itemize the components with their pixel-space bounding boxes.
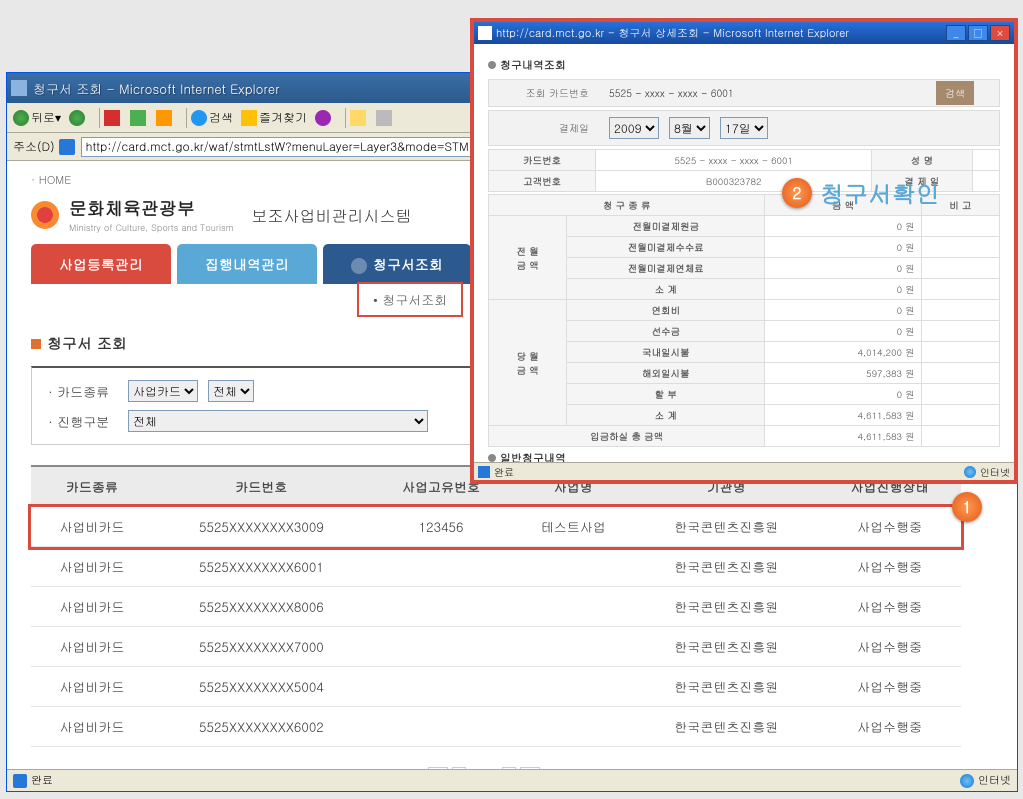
table-row[interactable]: 사업비카드5525XXXXXXXX7000한국콘텐츠진흥원사업수행중 [31, 627, 961, 667]
tab-exec-history[interactable]: 집행내역관리 [177, 244, 317, 284]
query-date-row: 결제일 2009 8월 17일 [488, 110, 1000, 146]
home-button[interactable] [156, 110, 174, 126]
system-name: 보조사업비관리시스템 [252, 204, 412, 227]
media-icon [315, 110, 331, 126]
minimize-button[interactable]: _ [946, 25, 966, 41]
title-bullet-icon [31, 339, 41, 349]
card-type-label: 카드종류 [48, 382, 128, 401]
bullet-icon [488, 61, 496, 69]
tab-biz-reg[interactable]: 사업등록관리 [31, 244, 171, 284]
refresh-button[interactable] [130, 110, 148, 126]
table-row[interactable]: 사업비카드5525XXXXXXXX5004한국콘텐츠진흥원사업수행중 [31, 667, 961, 707]
day-select[interactable]: 17일 [720, 117, 768, 139]
globe-icon [964, 466, 976, 478]
print-icon [376, 110, 392, 126]
bullet-icon [488, 454, 496, 462]
summary-table: 청 구 종 류금 액비 고 전 월 금 액전월미결제원금0 원전월미결제수수료0… [488, 194, 1000, 447]
popup-content: 청구내역조회 조회 카드번호 5525 - xxxx - xxxx - 6001… [474, 44, 1014, 462]
subnav-invoice[interactable]: • 청구서조회 [357, 282, 463, 317]
globe-icon [960, 774, 974, 788]
table-row[interactable]: 사업비카드5525XXXXXXXX6001한국콘텐츠진흥원사업수행중 [31, 547, 961, 587]
ministry-logo-icon [31, 201, 59, 229]
popup-title-bar[interactable]: http://card.mct.go.kr - 청구서 상세조회 - Micro… [474, 22, 1014, 44]
stop-icon [104, 110, 120, 126]
popup-ie-window: http://card.mct.go.kr - 청구서 상세조회 - Micro… [474, 22, 1014, 480]
favorites-button[interactable]: 즐겨찾기 [241, 109, 307, 126]
close-button[interactable]: × [990, 25, 1010, 41]
table-row[interactable]: 사업비카드5525XXXXXXXX8006한국콘텐츠진흥원사업수행중 [31, 587, 961, 627]
popup-status-zone: 인터넷 [980, 465, 1010, 479]
back-icon [13, 110, 29, 126]
status-zone: 인터넷 [978, 773, 1011, 788]
card-type-select[interactable]: 사업카드 [128, 380, 198, 402]
year-select[interactable]: 2009 [609, 117, 659, 139]
media-button[interactable] [315, 110, 333, 126]
refresh-icon [130, 110, 146, 126]
back-button[interactable]: 뒤로 ▾ [13, 109, 61, 126]
progress-label: 진행구분 [48, 412, 128, 431]
status-done: 완료 [31, 773, 53, 788]
month-select[interactable]: 8월 [669, 117, 710, 139]
maximize-button[interactable]: □ [968, 25, 988, 41]
popup-highlight-border: http://card.mct.go.kr - 청구서 상세조회 - Micro… [470, 18, 1018, 484]
address-label: 주소(D) [13, 138, 55, 155]
mail-icon [350, 110, 366, 126]
callout-2-num: 2 [782, 178, 812, 208]
ie-icon [11, 80, 27, 96]
callout-1: 1 [952, 492, 982, 522]
popup-h2: 일반청구내역 [488, 451, 1000, 462]
table-row[interactable]: 사업비카드5525XXXXXXXX3009123456테스트사업한국콘텐츠진흥원… [31, 507, 961, 547]
ie-icon [478, 26, 492, 40]
star-icon [241, 110, 257, 126]
callout-1-num: 1 [952, 492, 982, 522]
callout-2-text: 청구서확인 [820, 176, 940, 210]
callout-2: 2 청구서확인 [782, 176, 940, 210]
table-row[interactable]: 사업비카드5525XXXXXXXX6002한국콘텐츠진흥원사업수행중 [31, 707, 961, 747]
mail-button[interactable] [350, 110, 368, 126]
invoice-table: 카드종류카드번호사업고유번호사업명기관명사업진행상태 사업비카드5525XXXX… [31, 465, 961, 747]
popup-status-done: 완료 [494, 465, 514, 479]
stop-button[interactable] [104, 110, 122, 126]
home-icon [156, 110, 172, 126]
main-title: 청구서 조회 - Microsoft Internet Explorer [33, 79, 280, 98]
globe-icon [351, 258, 367, 274]
progress-select[interactable]: 전체 [128, 410, 428, 432]
status-ie-icon [478, 466, 490, 478]
ministry-name: 문화체육관광부 Ministry of Culture, Sports and … [69, 196, 234, 234]
tab-invoice-query[interactable]: 청구서조회 [323, 244, 471, 284]
query-card-row: 조회 카드번호 5525 - xxxx - xxxx - 6001 검색 [488, 79, 1000, 107]
popup-title: http://card.mct.go.kr - 청구서 상세조회 - Micro… [496, 26, 944, 41]
popup-status-bar: 완료 인터넷 [474, 462, 1014, 480]
search-button[interactable]: 검색 [191, 109, 233, 126]
fwd-icon [69, 110, 85, 126]
address-ie-icon [59, 139, 75, 155]
search-icon [191, 110, 207, 126]
popup-h1: 청구내역조회 [488, 58, 1000, 73]
forward-button[interactable] [69, 110, 87, 126]
status-ie-icon [13, 774, 27, 788]
print-button[interactable] [376, 110, 394, 126]
table-header: 카드번호 [153, 466, 370, 507]
search-button[interactable]: 검색 [936, 81, 974, 105]
card-type-select2[interactable]: 전체 [208, 380, 254, 402]
table-header: 카드종류 [31, 466, 153, 507]
main-status-bar: 완료 인터넷 [7, 769, 1017, 791]
